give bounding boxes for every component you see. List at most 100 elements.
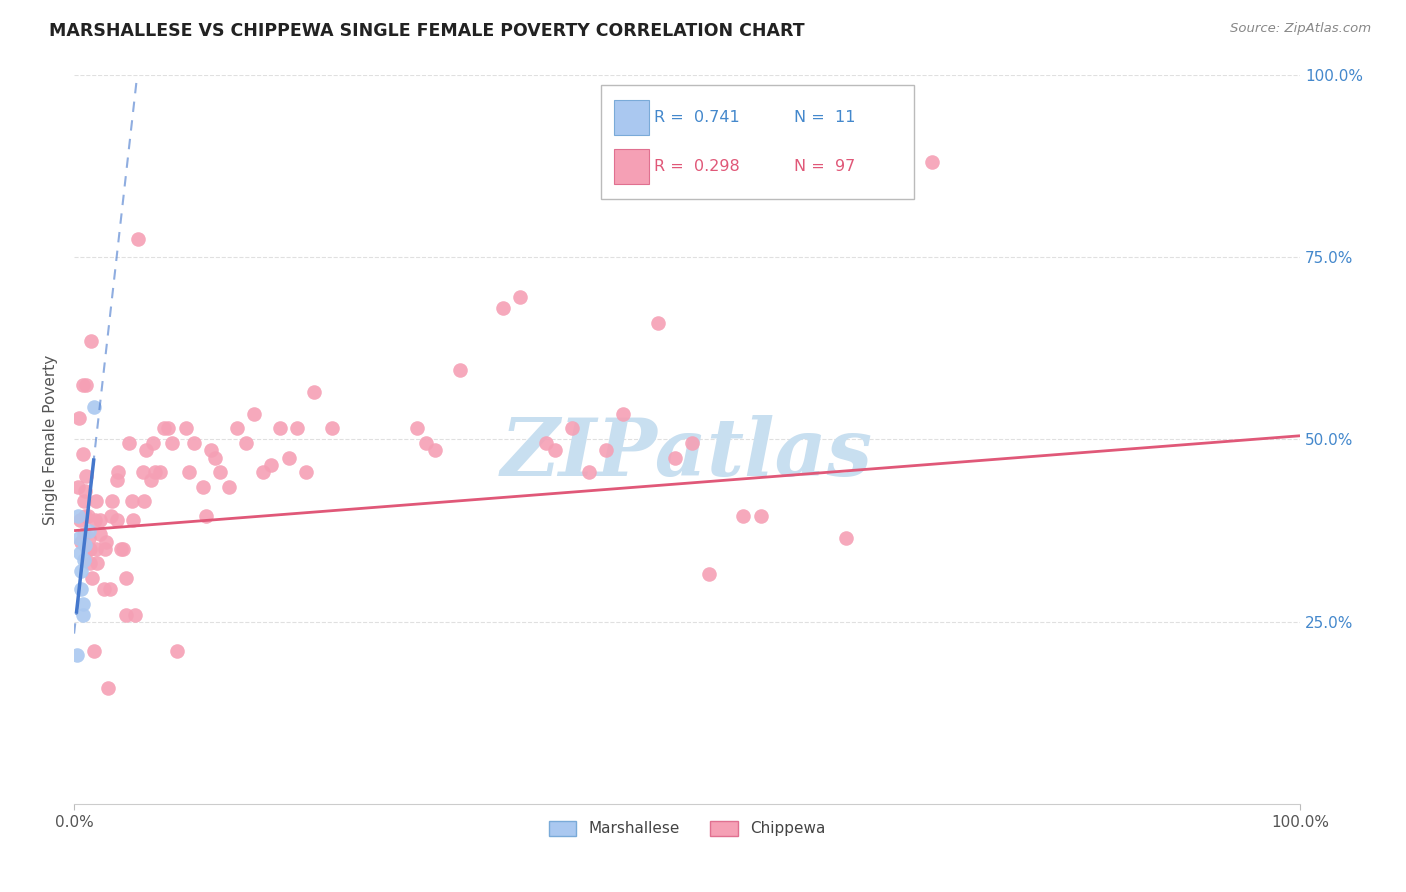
Point (561, 421, 583, 435)
Point (67, 531, 90, 545)
Text: Source: ZipAtlas.com: Source: ZipAtlas.com (1230, 22, 1371, 36)
Point (127, 232, 149, 246)
Point (304, 384, 326, 399)
Point (72, 607, 94, 622)
Point (98, 582, 121, 596)
Point (66, 509, 89, 524)
Point (149, 465, 172, 479)
Point (166, 644, 188, 658)
Point (112, 541, 135, 556)
Point (94, 534, 117, 549)
Point (277, 450, 299, 465)
Point (72, 597, 94, 611)
Point (118, 436, 141, 450)
Point (83, 644, 105, 658)
Point (132, 494, 155, 508)
Point (67, 410, 90, 425)
Point (534, 436, 557, 450)
Point (423, 443, 446, 458)
Point (83, 400, 105, 414)
Point (132, 465, 155, 479)
Text: ZIPatlas: ZIPatlas (501, 416, 873, 492)
Point (124, 607, 146, 622)
Point (415, 436, 437, 450)
Point (114, 571, 136, 585)
Point (93, 541, 115, 556)
Point (93, 582, 115, 596)
Point (647, 316, 669, 330)
Point (218, 480, 240, 494)
Point (77, 531, 100, 545)
Text: R =  0.298: R = 0.298 (654, 159, 740, 174)
Point (69, 545, 91, 559)
Point (243, 407, 266, 421)
Point (664, 450, 686, 465)
Point (835, 531, 858, 545)
Point (75, 469, 97, 483)
Point (73, 494, 96, 508)
Point (252, 465, 274, 479)
Point (73, 527, 96, 541)
Point (121, 494, 143, 508)
Point (195, 509, 218, 524)
Point (733, 509, 755, 524)
Point (82, 571, 104, 585)
Point (179, 465, 201, 479)
Point (80, 334, 103, 348)
FancyBboxPatch shape (602, 86, 914, 199)
Point (84, 494, 107, 508)
Point (801, 140, 824, 154)
Point (122, 513, 145, 527)
Text: R =  0.741: R = 0.741 (654, 111, 740, 125)
Point (89, 527, 111, 541)
Point (75, 509, 97, 524)
FancyBboxPatch shape (614, 101, 648, 135)
Point (681, 436, 703, 450)
Point (105, 473, 128, 487)
Point (72, 377, 94, 392)
Point (76, 509, 98, 524)
Point (174, 421, 197, 435)
Point (294, 465, 316, 479)
Point (260, 458, 283, 472)
Point (749, 509, 772, 524)
Point (226, 421, 249, 435)
Text: MARSHALLESE VS CHIPPEWA SINGLE FEMALE POVERTY CORRELATION CHART: MARSHALLESE VS CHIPPEWA SINGLE FEMALE PO… (49, 22, 804, 40)
Point (543, 443, 565, 458)
Point (89, 513, 111, 527)
Point (200, 443, 222, 458)
Legend: Marshallese, Chippewa: Marshallese, Chippewa (541, 814, 834, 844)
Point (114, 607, 136, 622)
Point (70, 582, 93, 596)
Point (152, 421, 174, 435)
Point (160, 436, 183, 450)
Point (70, 564, 93, 578)
Point (183, 436, 205, 450)
Text: N =  11: N = 11 (793, 111, 855, 125)
Point (84, 513, 107, 527)
Point (79, 557, 101, 571)
Point (75, 483, 97, 498)
Point (509, 290, 531, 304)
Point (406, 421, 429, 435)
Point (77, 541, 100, 556)
Point (72, 447, 94, 461)
Text: N =  97: N = 97 (793, 159, 855, 174)
Point (69, 513, 91, 527)
Point (75, 538, 97, 552)
Point (269, 421, 291, 435)
Point (75, 377, 97, 392)
Point (204, 450, 226, 465)
Point (73, 553, 96, 567)
Point (79, 541, 101, 556)
Point (697, 567, 720, 582)
FancyBboxPatch shape (614, 149, 648, 184)
Point (612, 407, 634, 421)
Point (105, 513, 128, 527)
Point (921, 155, 943, 169)
Point (449, 363, 471, 377)
Point (595, 443, 617, 458)
Y-axis label: Single Female Poverty: Single Female Poverty (44, 354, 58, 524)
Point (101, 494, 124, 508)
Point (492, 301, 515, 315)
